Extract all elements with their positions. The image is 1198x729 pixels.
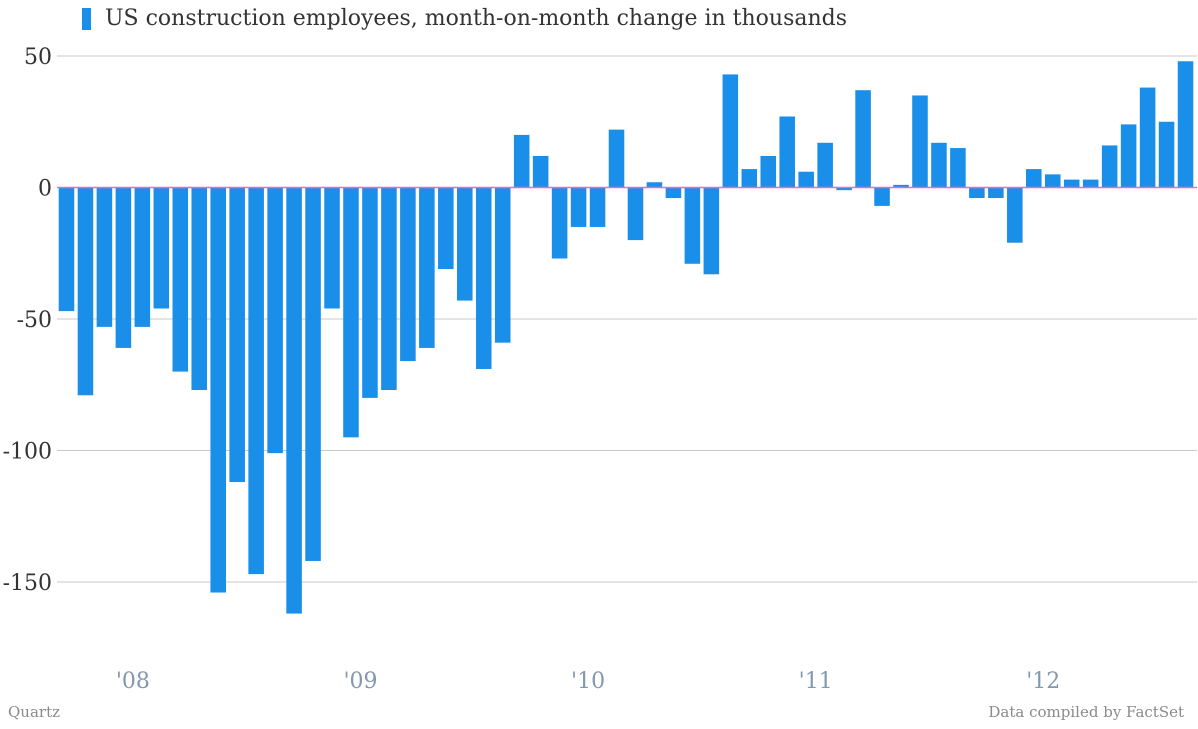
legend: US construction employees, month-on-mont… [82,6,847,31]
bar [1026,169,1042,188]
bar [950,148,966,188]
bar [627,187,644,241]
bar [324,187,340,309]
bar [286,187,302,614]
bar [836,187,852,191]
bar [419,187,435,348]
bar [722,74,739,188]
bar [153,187,170,309]
bar [210,187,226,593]
bar [58,187,75,312]
bar [229,187,245,483]
bar [646,182,663,188]
bar [248,187,264,575]
bar [931,142,947,188]
bar [381,187,397,391]
bar [817,142,833,188]
bar [912,95,928,188]
bar [1139,87,1156,188]
x-tick-label: '12 [1026,669,1060,694]
bar [551,187,568,259]
bar [305,187,321,561]
bar [779,116,795,188]
bar [570,187,587,227]
bar [855,90,871,188]
bar [665,187,682,199]
bar [1044,174,1061,188]
bar [475,187,492,369]
bar [267,187,283,454]
x-tick-label: '10 [571,669,605,694]
bar [172,187,189,372]
legend-label: US construction employees, month-on-mont… [105,6,848,31]
y-tick-label: -150 [3,571,52,596]
bar [400,187,416,362]
bar [874,187,890,206]
bar [988,187,1004,199]
bar [343,187,359,438]
bar [703,187,720,275]
bar [457,187,473,301]
credit-quartz: Quartz [8,703,61,721]
y-tick-label: 0 [38,177,52,202]
bar [589,187,606,227]
bar [760,155,777,188]
y-tick-label: -50 [17,308,52,333]
bar [798,171,814,188]
bar [115,187,132,348]
bar [893,184,909,188]
bar [1082,179,1099,188]
bar [96,187,113,327]
bar [1177,61,1194,188]
x-tick-label: '08 [116,669,150,694]
bar [191,187,208,391]
x-tick-label: '11 [799,669,833,694]
x-tick-label: '09 [343,669,377,694]
bar [741,169,758,188]
y-tick-label: -100 [3,440,52,465]
bar [684,187,701,264]
credit-source: Data compiled by FactSet [988,703,1184,721]
bar [362,187,378,398]
bar [1007,187,1023,243]
bar [494,187,511,343]
bar [969,187,985,199]
bar [1120,124,1137,188]
legend-swatch [82,7,91,30]
bar [1158,121,1175,188]
bar [134,187,151,327]
bar [438,187,454,270]
bar [1063,179,1080,188]
bar [513,134,530,188]
bar [532,155,549,188]
bar [77,187,94,396]
bar [1101,145,1118,188]
bar [608,129,625,188]
y-tick-label: 50 [24,45,52,70]
